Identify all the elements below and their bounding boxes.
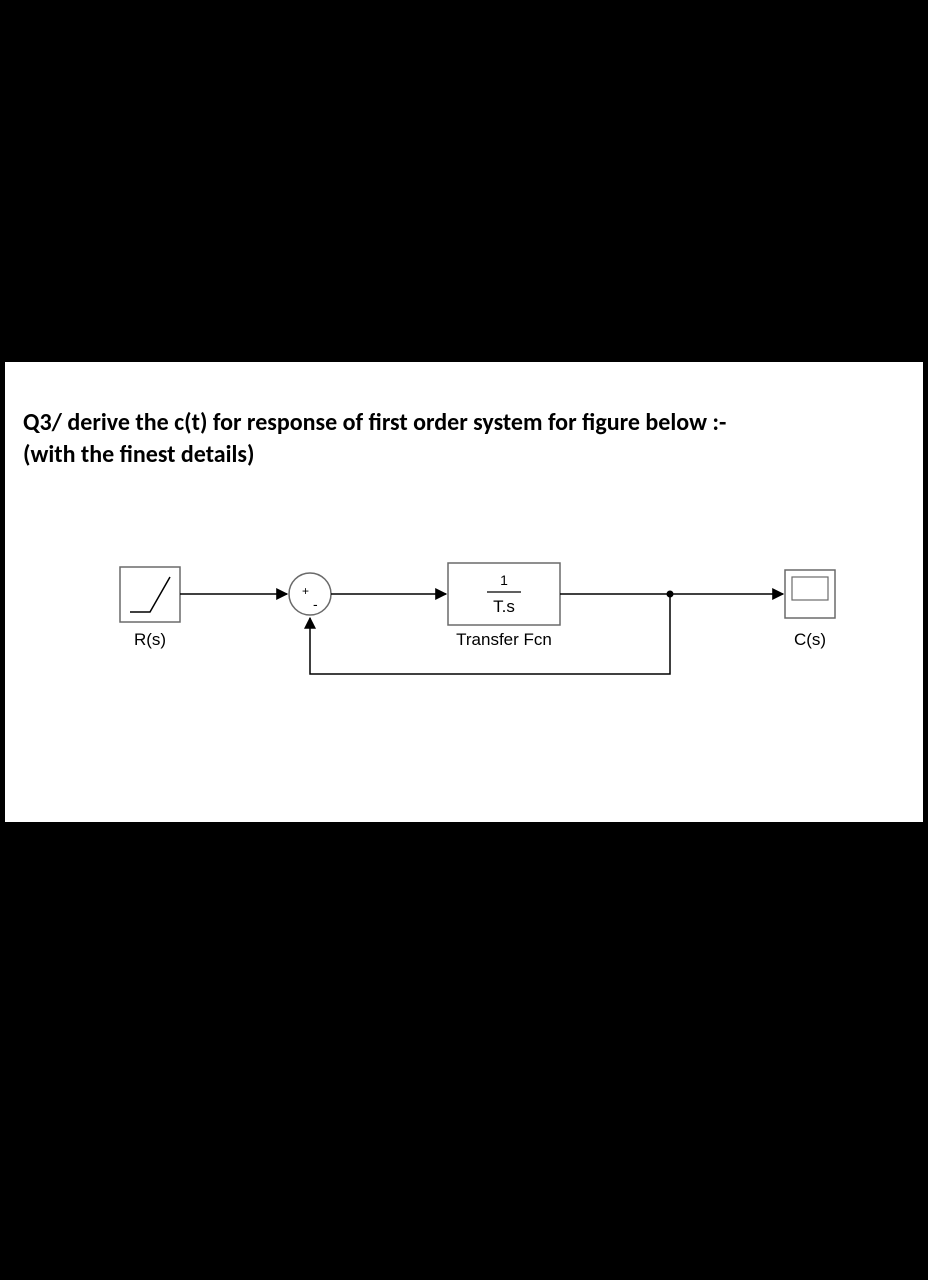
block-diagram: R(s) + - 1 T.s Transfer Fcn C (5, 517, 923, 777)
tf-denominator: T.s (493, 597, 515, 616)
content-panel: Q3/ derive the c(t) for response of firs… (5, 362, 923, 822)
tf-numerator: 1 (500, 572, 508, 588)
tf-label: Transfer Fcn (456, 630, 552, 649)
step-source-block: R(s) (120, 567, 180, 649)
scope-block: C(s) (785, 570, 835, 649)
sum-minus: - (313, 596, 318, 612)
question-text: Q3/ derive the c(t) for response of firs… (23, 407, 903, 472)
transfer-fcn-block: 1 T.s Transfer Fcn (448, 563, 560, 649)
question-line1: Q3/ derive the c(t) for response of firs… (23, 408, 726, 437)
source-label: R(s) (134, 630, 166, 649)
summing-junction: + - (289, 573, 331, 615)
question-line2: (with the finest details) (23, 440, 254, 469)
sum-plus: + (302, 584, 309, 598)
scope-label: C(s) (794, 630, 826, 649)
